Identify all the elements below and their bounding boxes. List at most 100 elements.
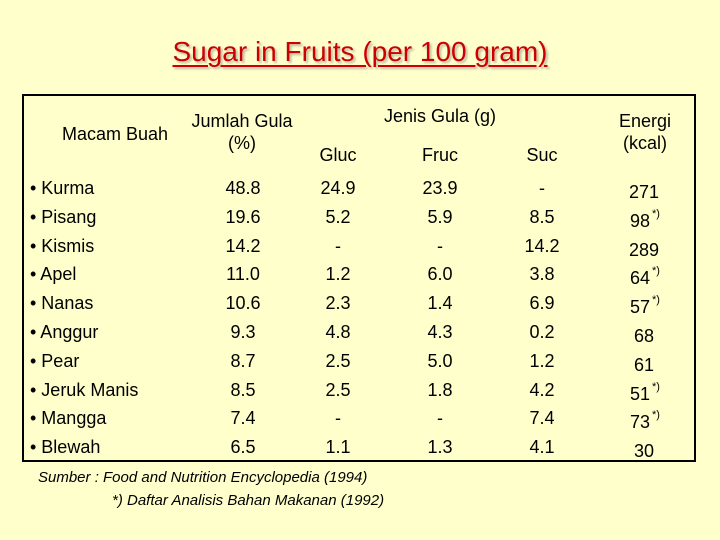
table-cell-fruit: • Blewah bbox=[30, 433, 195, 462]
table-cell-glu: 1.1 bbox=[298, 433, 378, 462]
table-cell-suc: 3.8 bbox=[502, 260, 582, 289]
table-cell-energy: 289 bbox=[600, 232, 690, 261]
table-cell-glu: 1.2 bbox=[298, 260, 378, 289]
table-cell-energy: 30 bbox=[600, 433, 690, 462]
footnote-mark: *) bbox=[652, 409, 660, 422]
table-cell-energy: 73 *) bbox=[600, 404, 690, 433]
table-cell-total: 6.5 bbox=[193, 433, 293, 462]
cell-value: - bbox=[539, 178, 545, 198]
table-cell-fru: 1.4 bbox=[400, 289, 480, 318]
source-line-2: *) Daftar Analisis Bahan Makanan (1992) bbox=[112, 492, 385, 509]
table-cell-energy: 68 bbox=[600, 318, 690, 347]
energy-column: 271 98 *) 289 64 *) 57 *) 68 61 51 *) 73 *) 30 bbox=[600, 174, 690, 462]
fruit-column: • Kurma • Pisang • Kismis • Apel • Nanas • An… bbox=[30, 174, 195, 462]
table-cell-energy: 271 bbox=[600, 174, 690, 203]
cell-value: 8.5 bbox=[529, 206, 555, 227]
cell-value: 2.5 bbox=[325, 350, 351, 371]
table-cell-suc: 7.4 bbox=[502, 404, 582, 433]
table-cell-fruit: • Anggur bbox=[30, 318, 195, 347]
table-cell-suc: 8.5 bbox=[502, 203, 582, 232]
cell-value: 1.4 bbox=[427, 293, 453, 314]
cell-value: • Kurma bbox=[30, 178, 95, 198]
cell-value: 1.8 bbox=[427, 379, 453, 400]
table-cell-glu: - bbox=[298, 404, 378, 433]
cell-value: 24.9 bbox=[320, 178, 356, 198]
table-cell-suc: 1.2 bbox=[502, 347, 582, 376]
sugar-table bbox=[22, 94, 696, 462]
source-line-1: Sumber : Food and Nutrition Encyclopedia… bbox=[38, 469, 368, 486]
fructose-column: 23.9 5.9 - 6.0 1.4 4.3 5.0 1.8 - 1.3 bbox=[400, 174, 480, 462]
cell-value: 51 bbox=[630, 383, 651, 404]
table-cell-total: 14.2 bbox=[193, 232, 293, 261]
header-fructose: Fruc bbox=[422, 145, 458, 165]
cell-value: 64 bbox=[630, 268, 651, 289]
cell-value: 0.2 bbox=[529, 321, 555, 342]
cell-value: - bbox=[335, 408, 341, 429]
cell-value: 7.4 bbox=[529, 408, 555, 429]
cell-value: 57 bbox=[630, 297, 651, 318]
table-cell-total: 8.5 bbox=[193, 376, 293, 405]
table-cell-energy: 64 *) bbox=[600, 260, 690, 289]
table-cell-energy: 51 *) bbox=[600, 376, 690, 405]
cell-value: 4.3 bbox=[427, 321, 453, 342]
table-cell-fru: 5.9 bbox=[400, 203, 480, 232]
header-energy: Energi (kcal) bbox=[598, 110, 692, 154]
table-cell-glu: - bbox=[298, 232, 378, 261]
cell-value: - bbox=[437, 408, 443, 429]
table-cell-fruit: • Nanas bbox=[30, 289, 195, 318]
cell-value: 1.2 bbox=[325, 264, 351, 285]
cell-value: 1.1 bbox=[325, 437, 351, 458]
cell-value: 8.5 bbox=[230, 379, 256, 400]
footnote-mark: *) bbox=[652, 207, 660, 220]
cell-value: • Pisang bbox=[30, 206, 97, 227]
table-cell-suc: 4.1 bbox=[502, 433, 582, 462]
table-cell-fru: 23.9 bbox=[400, 174, 480, 203]
table-cell-fruit: • Apel bbox=[30, 260, 195, 289]
table-cell-total: 10.6 bbox=[193, 289, 293, 318]
source-note: Sumber : Food and Nutrition Encyclopedia… bbox=[38, 466, 384, 512]
table-cell-total: 19.6 bbox=[193, 203, 293, 232]
table-cell-energy: 98 *) bbox=[600, 203, 690, 232]
cell-value: • Blewah bbox=[30, 437, 101, 458]
cell-value: 5.2 bbox=[325, 206, 351, 227]
table-cell-total: 7.4 bbox=[193, 404, 293, 433]
glucose-column: 24.9 5.2 - 1.2 2.3 4.8 2.5 2.5 - 1.1 bbox=[298, 174, 378, 462]
cell-value: 98 bbox=[630, 210, 651, 231]
table-cell-suc: 6.9 bbox=[502, 289, 582, 318]
table-cell-fru: 5.0 bbox=[400, 347, 480, 376]
cell-value: • Apel bbox=[30, 264, 77, 285]
table-cell-total: 9.3 bbox=[193, 318, 293, 347]
cell-value: • Pear bbox=[30, 350, 80, 371]
cell-value: 1.3 bbox=[427, 437, 453, 458]
table-cell-total: 8.7 bbox=[193, 347, 293, 376]
cell-value: 6.5 bbox=[230, 437, 256, 458]
cell-value: 6.0 bbox=[427, 264, 453, 285]
header-energy-text: Energi (kcal) bbox=[618, 111, 672, 153]
cell-value: 271 bbox=[628, 182, 660, 202]
table-cell-fruit: • Jeruk Manis bbox=[30, 376, 195, 405]
cell-value: 2.3 bbox=[325, 293, 351, 314]
cell-value: 73 bbox=[630, 412, 651, 433]
header-glucose: Gluc bbox=[319, 145, 357, 165]
cell-value: 9.3 bbox=[230, 321, 256, 342]
table-cell-suc: 4.2 bbox=[502, 376, 582, 405]
cell-value: 19.6 bbox=[225, 206, 261, 227]
header-total-text: Jumlah Gula (%) bbox=[191, 111, 293, 153]
cell-value: 14.2 bbox=[524, 235, 560, 256]
cell-value: 5.9 bbox=[427, 206, 453, 227]
table-cell-fruit: • Pear bbox=[30, 347, 195, 376]
cell-value: 61 bbox=[633, 354, 655, 375]
cell-value: 4.1 bbox=[529, 437, 555, 458]
cell-value: 6.9 bbox=[529, 293, 555, 314]
cell-value: • Mangga bbox=[30, 408, 107, 429]
cell-value: 68 bbox=[633, 325, 655, 346]
cell-value: • Jeruk Manis bbox=[30, 379, 139, 400]
footnote-mark: *) bbox=[652, 265, 660, 278]
cell-value: 30 bbox=[633, 441, 655, 462]
table-cell-fru: - bbox=[400, 404, 480, 433]
cell-value: • Nanas bbox=[30, 293, 94, 314]
table-cell-fruit: • Kismis bbox=[30, 232, 195, 261]
sucrose-column: - 8.5 14.2 3.8 6.9 0.2 1.2 4.2 7.4 4.1 bbox=[502, 174, 582, 462]
cell-value: 4.8 bbox=[325, 321, 351, 342]
cell-value: • Kismis bbox=[30, 235, 95, 256]
